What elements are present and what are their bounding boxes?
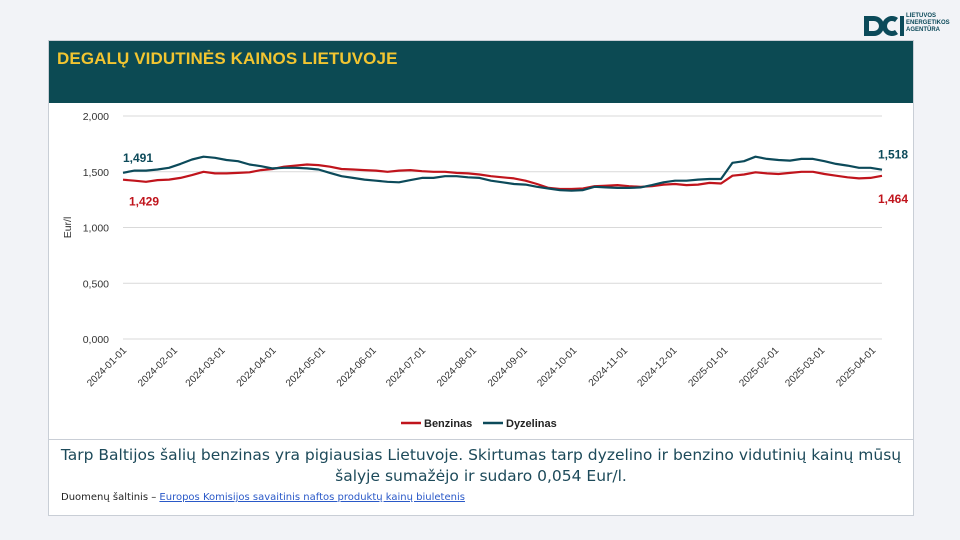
legend-label-dyzelinas: Dyzelinas xyxy=(506,418,557,430)
x-tick-label: 2025-01-01 xyxy=(686,345,730,389)
x-tick-label: 2024-12-01 xyxy=(636,345,680,389)
y-tick-label: 1,000 xyxy=(83,223,109,235)
x-tick-label: 2024-10-01 xyxy=(535,345,579,389)
x-tick-label: 2025-03-01 xyxy=(783,345,827,389)
line-chart: 0,000 0,500 1,000 1,500 2,000 Eur/l 2024-01-01… xyxy=(62,111,908,430)
data-label-benzinas-start: 1,429 xyxy=(129,195,159,209)
page-title: DEGALŲ VIDUTINĖS KAINOS LIETUVOJE xyxy=(57,49,398,68)
data-label-dyzelinas-start: 1,491 xyxy=(123,151,153,165)
source-link[interactable]: Europos Komisijos savaitinis naftos prod… xyxy=(159,492,465,503)
series-line-dyzelinas xyxy=(122,155,883,192)
divider xyxy=(49,439,913,440)
panel-header: DEGALŲ VIDUTINĖS KAINOS LIETUVOJE xyxy=(49,41,913,103)
summary-note: Tarp Baltijos šalių benzinas yra pigiaus… xyxy=(60,446,902,485)
x-tick-label: 2024-01-01 xyxy=(85,345,129,389)
chart-panel: DEGALŲ VIDUTINĖS KAINOS LIETUVOJE 0,000 0… xyxy=(48,40,914,516)
series-line-benzinas xyxy=(122,163,883,191)
data-label-benzinas-end: 1,464 xyxy=(878,192,908,206)
y-tick-label: 0,000 xyxy=(83,334,109,346)
data-label-dyzelinas-end: 1,518 xyxy=(878,148,908,162)
x-tick-label: 2024-09-01 xyxy=(486,345,530,389)
y-tick-label: 1,500 xyxy=(83,167,109,179)
x-tick-label: 2024-02-01 xyxy=(136,345,180,389)
x-tick-label: 2024-05-01 xyxy=(284,345,328,389)
x-tick-label: 2025-02-01 xyxy=(737,345,781,389)
y-tick-label: 2,000 xyxy=(83,111,109,123)
source-label: Duomenų šaltinis – xyxy=(61,492,157,503)
agency-name: LIETUVOS ENERGETIKOS AGENTŪRA xyxy=(906,13,950,33)
y-tick-label: 0,500 xyxy=(83,278,109,290)
y-axis-label: Eur/l xyxy=(62,217,74,239)
x-tick-label: 2024-08-01 xyxy=(435,345,479,389)
x-tick-label: 2024-11-01 xyxy=(587,345,631,389)
agency-logo xyxy=(864,16,904,36)
x-tick-label: 2024-07-01 xyxy=(384,345,428,389)
x-tick-label: 2024-04-01 xyxy=(235,345,279,389)
data-source: Duomenų šaltinis – Europos Komisijos sav… xyxy=(61,492,465,503)
x-tick-label: 2025-04-01 xyxy=(834,345,878,389)
x-tick-label: 2024-06-01 xyxy=(335,345,379,389)
x-tick-label: 2024-03-01 xyxy=(184,345,228,389)
legend-label-benzinas: Benzinas xyxy=(424,418,472,430)
